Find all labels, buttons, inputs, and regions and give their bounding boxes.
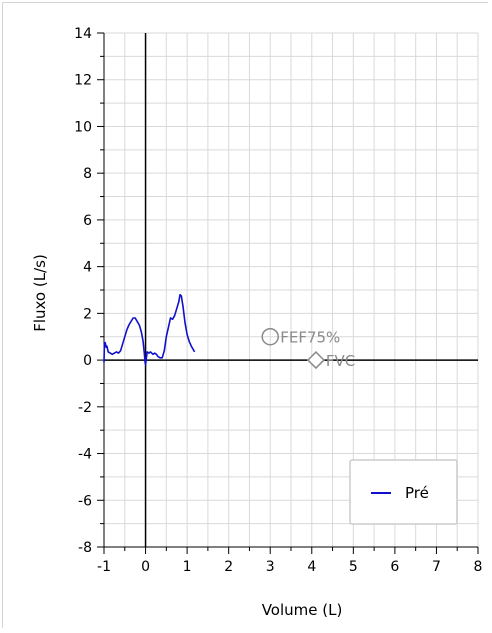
y-tick-label: 6 <box>83 213 92 229</box>
y-tick-label: -8 <box>78 540 92 556</box>
x-tick-label: 7 <box>432 559 441 575</box>
y-tick-label: -6 <box>78 493 92 509</box>
x-tick-label: 0 <box>141 559 150 575</box>
legend: Pré <box>349 459 458 525</box>
x-axis-title: Volume (L) <box>262 601 343 619</box>
x-tick-label: 1 <box>183 559 192 575</box>
x-tick-label: 5 <box>349 559 358 575</box>
legend-label: Pré <box>405 484 429 502</box>
legend-box <box>349 459 458 525</box>
markers-layer: FEF75% FVC <box>261 327 355 370</box>
marker-fvc-diamond <box>306 351 325 370</box>
y-tick-label: 12 <box>74 73 92 89</box>
x-tick-label: 8 <box>474 559 483 575</box>
marker-label: FVC <box>326 352 355 370</box>
y-tick-label: 8 <box>83 166 92 182</box>
x-tick-label: -1 <box>97 559 111 575</box>
zero-lines <box>104 33 478 547</box>
chart-frame: -8 -6 -4 -2 0 2 4 6 8 10 12 14 -1 0 1 2 3 4 5 6 7 8 FEF75% FVC… <box>2 2 488 628</box>
y-tick-label: 2 <box>83 306 92 322</box>
x-tick-label: 3 <box>266 559 275 575</box>
y-tick-label: -2 <box>78 400 92 416</box>
x-tick-label: 4 <box>307 559 316 575</box>
y-tick-label: 14 <box>74 26 92 42</box>
y-tick-label: 10 <box>74 119 92 135</box>
marker-label: FEF75% <box>280 329 340 347</box>
x-tick-label: 2 <box>224 559 233 575</box>
series-line-pre <box>103 293 196 366</box>
y-axis-title: Fluxo (L/s) <box>31 254 49 332</box>
marker-fef75-circle <box>261 327 279 346</box>
x-tick-label: 6 <box>390 559 399 575</box>
series-layer <box>103 293 196 366</box>
y-tick-label: -4 <box>78 447 92 463</box>
y-tick-label: 4 <box>83 260 92 276</box>
y-tick-label: 0 <box>83 353 92 369</box>
